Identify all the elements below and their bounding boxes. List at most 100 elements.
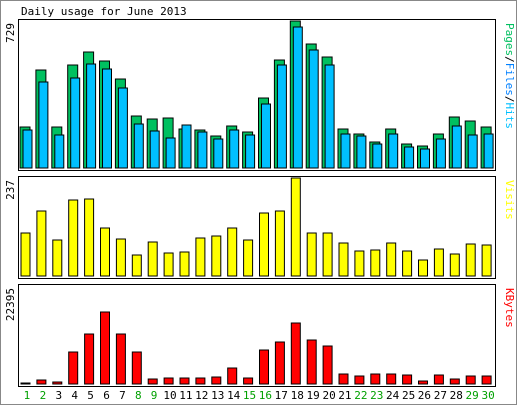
bar-kbytes [20,382,31,385]
bar-visits [147,241,158,277]
day-label: 17 [275,389,288,402]
day-label: 18 [291,389,304,402]
bar-kbytes [36,379,47,385]
bar-files [404,146,415,169]
bar-visits [131,254,142,277]
day-label: 8 [135,389,142,402]
bar-files [245,134,256,169]
bar-kbytes [433,374,444,385]
bar-visits [338,242,349,277]
bar-kbytes [195,377,206,385]
bar-kbytes [243,377,254,385]
day-label: 25 [402,389,415,402]
bar-files [276,64,287,169]
bar-visits [481,244,492,277]
bar-visits [243,239,254,277]
bar-files [149,130,160,169]
bar-visits [195,237,206,277]
bar-visits [402,250,413,277]
day-label: 15 [243,389,256,402]
day-label: 7 [119,389,126,402]
day-label: 16 [259,389,272,402]
bar-kbytes [306,339,317,385]
bar-files [261,103,271,169]
day-label: 30 [481,389,494,402]
bar-files [213,138,224,169]
day-label: 27 [434,389,447,402]
bar-files [70,77,81,169]
legend-entry: Files [503,63,516,96]
bar-files [102,68,112,169]
bar-kbytes [354,375,365,385]
bar-files [133,123,144,169]
bar-files [435,138,446,169]
bar-visits [386,242,397,277]
panel-frame [18,19,496,171]
visits-panel: 237 Visits [4,176,516,279]
bar-visits [52,239,63,277]
bar-files [467,134,478,169]
bar-visits [354,250,365,277]
bar-files [483,133,494,169]
bar-kbytes [274,341,285,385]
bar-files [197,131,208,169]
day-label: 19 [306,389,319,402]
bar-files [388,133,399,169]
bar-kbytes [100,311,110,385]
hits-files-panel: 729 Pages/Files/Hits [4,19,516,171]
legend: Pages/Files/Hits [503,23,516,129]
legend-entry: Pages [503,23,516,56]
bar-kbytes [402,374,413,385]
bar-visits [433,248,444,277]
day-label: 26 [418,389,431,402]
day-label: 1 [24,389,31,402]
day-label: 22 [354,389,367,402]
bar-visits [84,198,95,277]
bar-files [181,124,192,169]
bar-visits [449,253,460,277]
legend-entry: / [503,96,516,103]
bar-files [340,133,351,169]
bar-visits [227,227,238,277]
bar-visits [306,232,317,277]
bar-kbytes [115,333,126,385]
day-label: 5 [87,389,94,402]
bar-visits [290,177,301,277]
bar-visits [259,212,269,277]
day-label: 9 [151,389,158,402]
bar-files [117,87,128,169]
chart-title: Daily usage for June 2013 [21,5,187,18]
day-label: 10 [163,389,176,402]
bar-files [372,143,383,169]
bar-kbytes [259,349,269,385]
bar-kbytes [84,333,95,385]
bar-visits [115,238,126,277]
bar-kbytes [211,376,222,385]
y-max-label: 729 [4,23,17,43]
bar-visits [274,210,285,277]
bar-files [356,135,367,169]
day-label: 20 [322,389,335,402]
panel-frame [18,176,496,279]
bar-kbytes [338,373,349,385]
day-label: 11 [179,389,192,402]
bar-kbytes [465,375,476,385]
bar-files [420,148,430,169]
day-label: 13 [211,389,224,402]
bar-kbytes [227,367,238,385]
day-label: 23 [370,389,383,402]
bar-files [451,125,462,169]
legend: KBytes [503,288,516,328]
bar-visits [211,235,222,277]
day-label: 14 [227,389,241,402]
bar-files [308,49,319,169]
bar-files [86,63,97,169]
panel-frame [18,284,496,387]
day-label: 28 [450,389,463,402]
day-label: 3 [55,389,62,402]
bar-files [165,137,176,169]
bar-files [38,81,49,169]
bar-kbytes [449,378,460,385]
bar-files [324,64,335,169]
